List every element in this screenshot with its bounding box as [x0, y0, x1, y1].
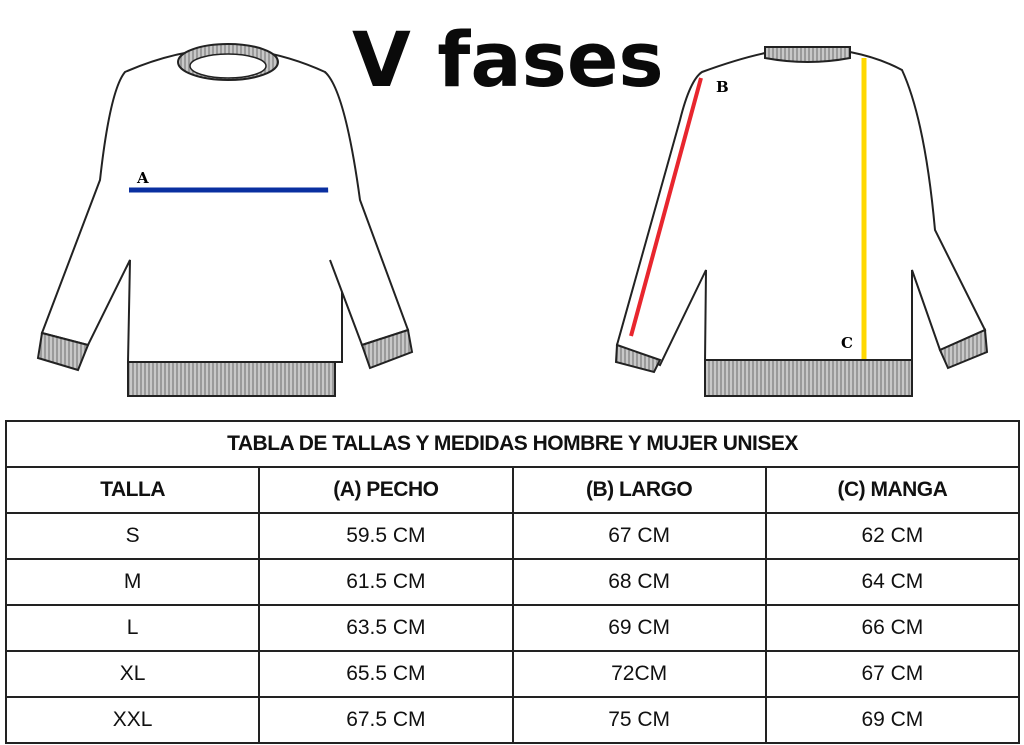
cell-pecho: 61.5 CM	[258, 558, 514, 606]
cell-largo: 69 CM	[511, 604, 767, 652]
cell-pecho: 59.5 CM	[258, 512, 514, 560]
cell-largo: 67 CM	[511, 512, 767, 560]
cell-talla: M	[4, 558, 261, 606]
sleeve-measure-line	[629, 77, 703, 337]
cell-talla: S	[4, 512, 261, 560]
cell-pecho: 65.5 CM	[258, 650, 514, 698]
sweater-front-illustration: A	[36, 43, 343, 397]
cell-manga: 69 CM	[764, 696, 1021, 744]
label-c: C	[841, 334, 853, 352]
cell-talla: XXL	[4, 696, 261, 744]
header-manga: (C) MANGA	[764, 466, 1021, 514]
cell-talla: L	[4, 604, 261, 652]
sweater-front-right-sleeve	[324, 71, 414, 370]
table-header-row: TALLA (A) PECHO (B) LARGO (C) MANGA	[4, 466, 1021, 514]
cell-pecho: 67.5 CM	[258, 696, 514, 744]
size-chart-table: TABLA DE TALLAS Y MEDIDAS HOMBRE Y MUJER…	[4, 420, 1021, 744]
label-a: A	[136, 169, 149, 187]
table-row: M 61.5 CM 68 CM 64 CM	[4, 558, 1021, 606]
cell-largo: 75 CM	[511, 696, 767, 744]
cell-largo: 68 CM	[511, 558, 767, 606]
header-largo: (B) LARGO	[511, 466, 767, 514]
brand-logo: V fases	[352, 22, 664, 98]
header-pecho: (A) PECHO	[258, 466, 514, 514]
table-title: TABLA DE TALLAS Y MEDIDAS HOMBRE Y MUJER…	[5, 420, 1020, 468]
cell-manga: 62 CM	[764, 512, 1021, 560]
table-row: XL 65.5 CM 72CM 67 CM	[4, 650, 1021, 698]
header-talla: TALLA	[4, 466, 261, 514]
cell-largo: 72CM	[511, 650, 767, 698]
cell-manga: 66 CM	[764, 604, 1021, 652]
table-row: XXL 67.5 CM 75 CM 69 CM	[4, 696, 1021, 744]
cell-manga: 64 CM	[764, 558, 1021, 606]
table-row: L 63.5 CM 69 CM 66 CM	[4, 604, 1021, 652]
sweater-back-illustration: B C	[614, 46, 989, 397]
cell-manga: 67 CM	[764, 650, 1021, 698]
label-b: B	[716, 78, 729, 96]
cell-pecho: 63.5 CM	[258, 604, 514, 652]
cell-talla: XL	[4, 650, 261, 698]
table-row: S 59.5 CM 67 CM 62 CM	[4, 512, 1021, 560]
